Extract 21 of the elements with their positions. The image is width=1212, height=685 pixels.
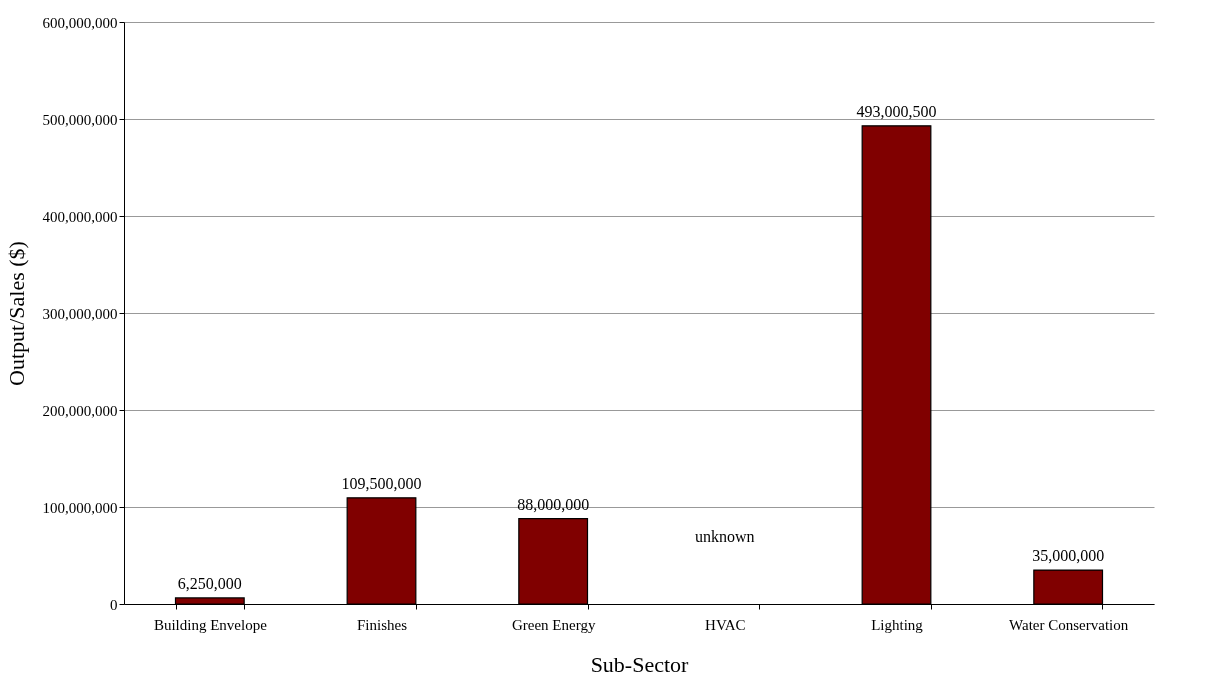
y-tick-label: 300,000,000 [42, 305, 118, 322]
y-axis-title: Output/Sales ($) [3, 241, 29, 386]
x-tick-label: Building Envelope [153, 616, 268, 633]
y-tick-label: 400,000,000 [42, 208, 118, 225]
x-axis-title: Sub-Sector [590, 651, 690, 677]
x-tick-label: Lighting [871, 616, 924, 633]
y-tick-label: 100,000,000 [42, 499, 118, 516]
data-label: 109,500,000 [341, 474, 422, 492]
x-tick-label: HVAC [705, 616, 746, 633]
y-tick-label: 600,000,000 [42, 14, 118, 31]
data-label: 88,000,000 [517, 495, 590, 513]
x-tick-label: Finishes [356, 616, 408, 633]
data-label: 6,250,000 [177, 574, 242, 592]
y-tick-label: 0 [110, 596, 118, 613]
x-tick-label: Water Conservation [1009, 616, 1129, 633]
data-label: 493,000,500 [856, 102, 937, 120]
data-label: 35,000,000 [1032, 547, 1105, 565]
annotation: unknown [695, 528, 755, 546]
y-tick-label: 200,000,000 [42, 402, 118, 419]
x-tick-label: Green Energy [511, 616, 596, 633]
y-tick-label: 500,000,000 [42, 111, 118, 128]
